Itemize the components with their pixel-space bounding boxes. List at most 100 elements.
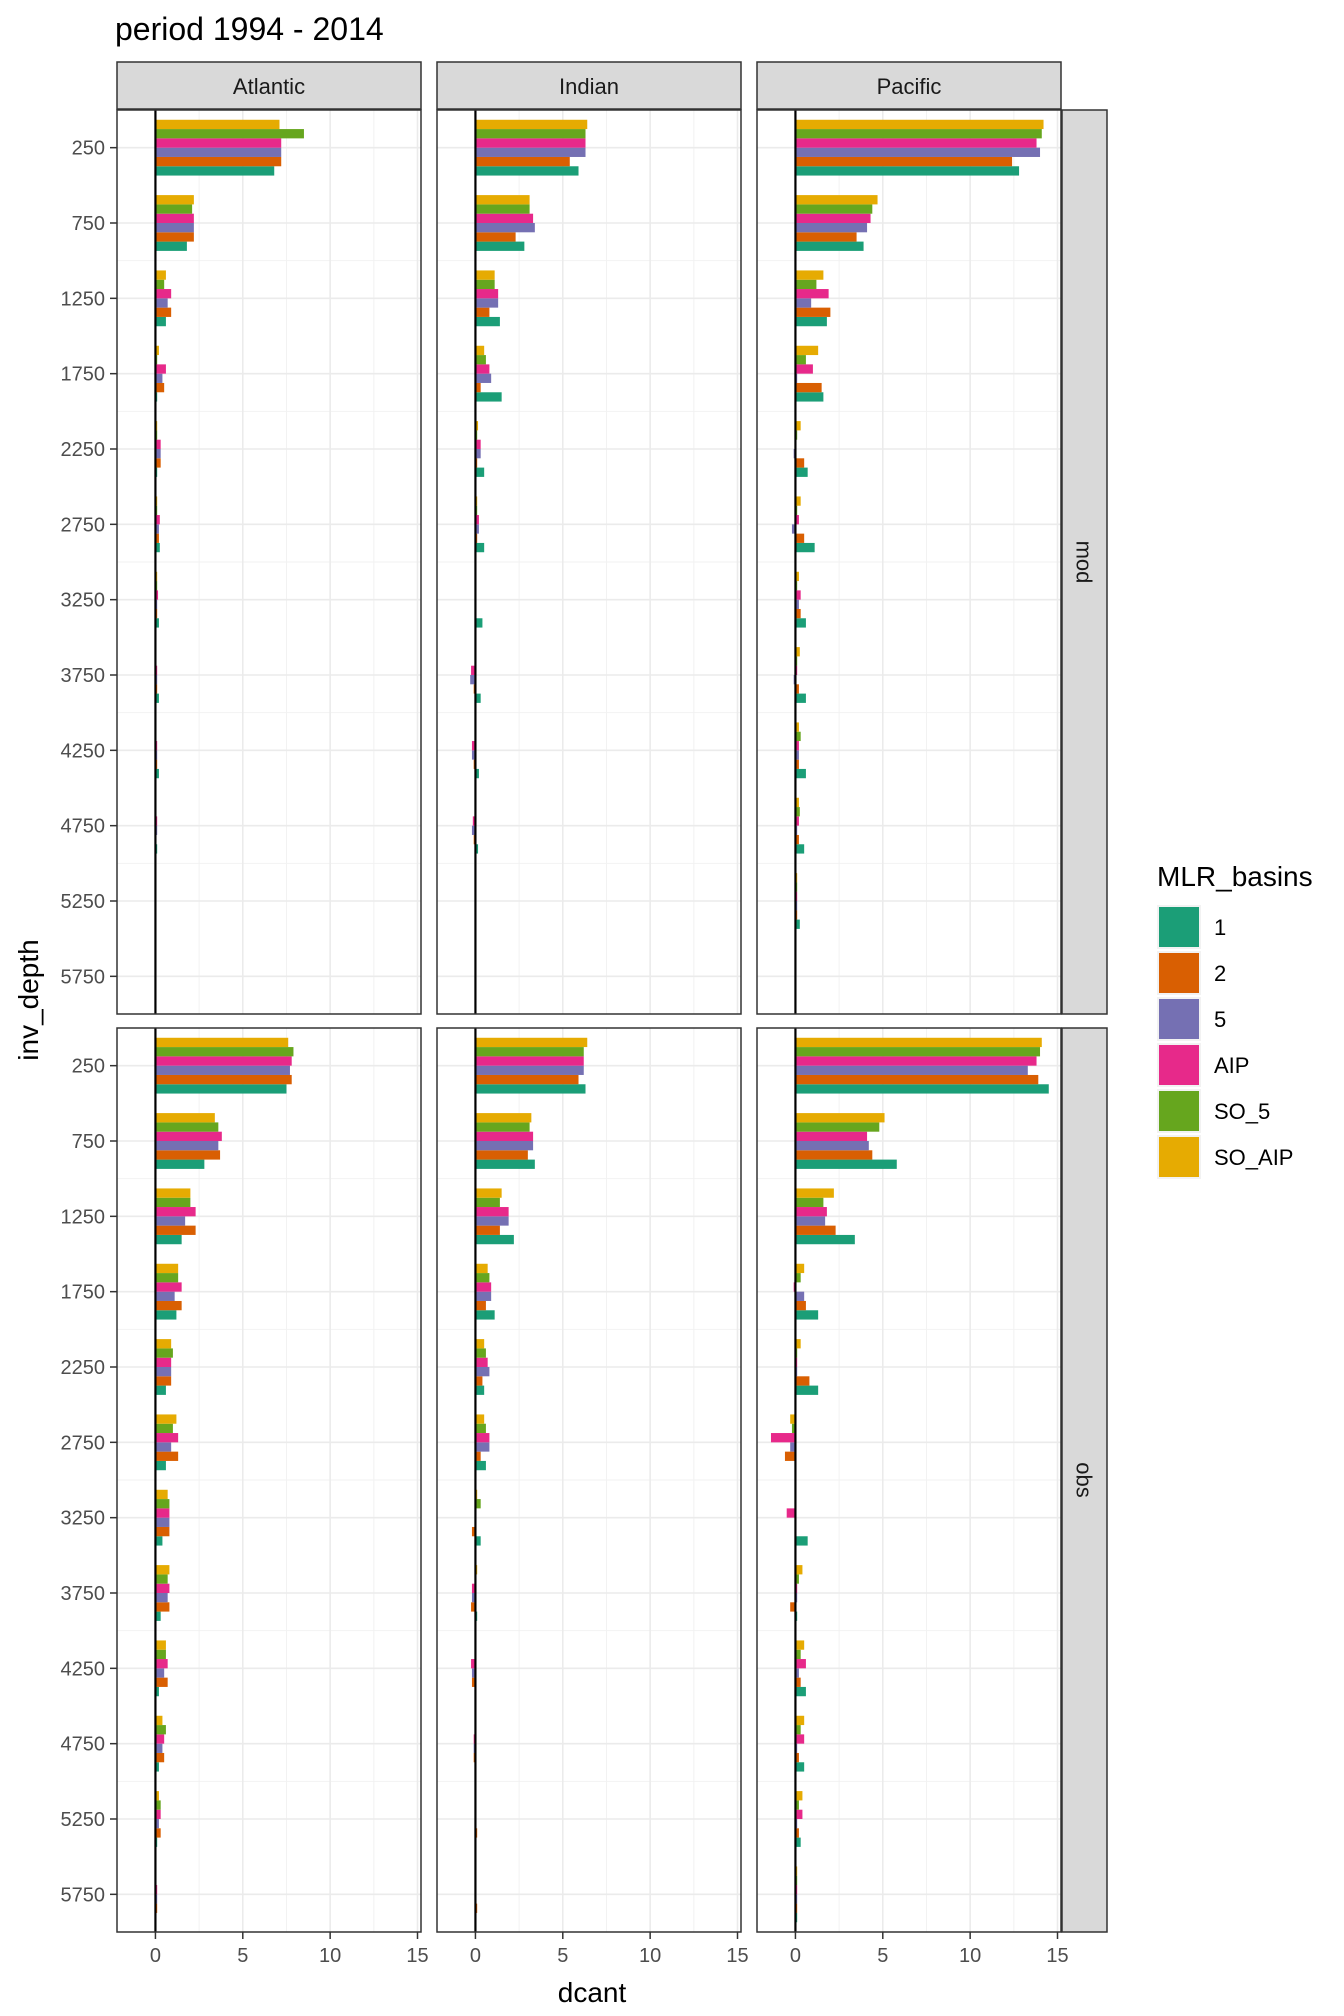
bar-aip [155, 1433, 179, 1443]
bar-1 [475, 316, 500, 327]
panel-mod-atlantic: 250 750 1250 1750 2250 2750 3250 3750 4250 4750 52… [61, 109, 422, 1015]
strip-indian [436, 61, 742, 110]
y-tick-label: 5250 [61, 1809, 106, 1831]
y-tick-label: 2250 [61, 439, 106, 461]
bar-aip [155, 1583, 170, 1593]
bar-1 [795, 844, 805, 854]
bar-so_aip [795, 345, 819, 356]
bar-5 [155, 1668, 165, 1678]
y-tick-label: 4250 [61, 740, 106, 762]
bar-1 [155, 316, 166, 327]
bar-aip [475, 1433, 490, 1443]
bar-so_5 [475, 1047, 584, 1057]
strip-mod [1061, 109, 1108, 1015]
bar-1 [795, 618, 806, 628]
bar-aip [472, 816, 476, 826]
bar-5 [475, 1141, 534, 1151]
bar-1 [155, 693, 159, 703]
bar-1 [475, 467, 485, 477]
bar-2 [155, 1074, 292, 1085]
bar-2 [471, 1526, 476, 1537]
bar-so_aip [795, 1188, 834, 1198]
bar-aip [475, 515, 479, 525]
strip-atlantic [116, 61, 422, 110]
bar-so_5 [795, 355, 806, 365]
panel-border [756, 1027, 1062, 1933]
bar-aip [155, 138, 282, 148]
bar-2 [475, 1074, 579, 1085]
bar-1 [795, 919, 800, 929]
bar-2 [795, 1074, 1039, 1085]
bar-2 [790, 1602, 796, 1612]
bar-2 [155, 156, 282, 167]
bar-aip [155, 1809, 161, 1819]
bar-so_5 [795, 1725, 801, 1735]
bar-1 [795, 1159, 897, 1169]
bar-so_aip [155, 1565, 170, 1575]
strip-label-obs: obs [1072, 1462, 1097, 1497]
y-tick-label: 2250 [61, 1357, 106, 1379]
bar-2 [155, 1828, 161, 1838]
bar-so_5 [475, 1499, 481, 1509]
chart-title: period 1994 - 2014 [115, 11, 384, 47]
bar-5 [470, 675, 476, 685]
bar-so_5 [795, 204, 873, 214]
panel-border [116, 109, 422, 1015]
bar-2 [795, 834, 799, 845]
bar-1 [795, 392, 824, 402]
bar-so_aip [795, 797, 799, 808]
bar-2 [475, 1376, 483, 1386]
bar-5 [155, 223, 194, 233]
bar-1 [155, 768, 159, 779]
x-tick-label: 0 [790, 1945, 801, 1967]
bar-5 [155, 1517, 170, 1527]
bar-5 [795, 750, 799, 760]
bar-1 [475, 1385, 485, 1395]
bar-1 [795, 166, 1020, 176]
panel-border [756, 109, 1062, 1015]
y-tick-label: 1250 [61, 1206, 106, 1228]
bar-aip [786, 1508, 796, 1518]
bar-so_aip [795, 722, 799, 732]
bar-so_5 [795, 1047, 1041, 1057]
bar-1 [475, 768, 479, 779]
bar-so_aip [155, 195, 194, 205]
bar-5 [475, 147, 586, 157]
bar-2 [795, 156, 1013, 167]
bar-2 [795, 608, 801, 619]
bar-so_aip [475, 345, 485, 356]
bar-so_aip [790, 1414, 796, 1424]
legend-label-so_aip: SO_AIP [1214, 1145, 1293, 1170]
bar-5 [795, 223, 868, 233]
y-tick-label: 750 [72, 213, 105, 235]
x-tick-label: 5 [557, 1945, 568, 1967]
bar-aip [155, 1131, 222, 1141]
bar-2 [795, 1677, 801, 1687]
bar-2 [795, 1376, 810, 1386]
bar-so_aip [155, 1791, 159, 1801]
bar-aip [155, 289, 172, 299]
bar-aip [155, 364, 166, 374]
bar-so_aip [475, 1339, 485, 1349]
legend-swatch-so_aip [1159, 1137, 1199, 1177]
bar-2 [475, 307, 490, 317]
bar-1 [795, 1762, 805, 1772]
bar-aip [155, 1056, 292, 1066]
bar-so_aip [795, 1263, 805, 1274]
bar-5 [795, 1291, 805, 1301]
bar-5 [155, 1291, 175, 1301]
bar-5 [155, 1367, 172, 1377]
bar-so_aip [155, 1640, 166, 1650]
bar-aip [155, 439, 161, 449]
bar-aip [795, 741, 799, 751]
bar-1 [475, 392, 502, 402]
bar-1 [155, 1686, 159, 1697]
bar-aip [155, 1734, 165, 1744]
bar-1 [155, 1234, 182, 1245]
y-tick-label: 4250 [61, 1658, 106, 1680]
bar-aip [475, 1282, 492, 1292]
bar-aip [475, 289, 499, 299]
legend-swatch-2 [1159, 953, 1199, 993]
bar-so_5 [155, 1725, 166, 1735]
bar-so_aip [795, 496, 801, 506]
